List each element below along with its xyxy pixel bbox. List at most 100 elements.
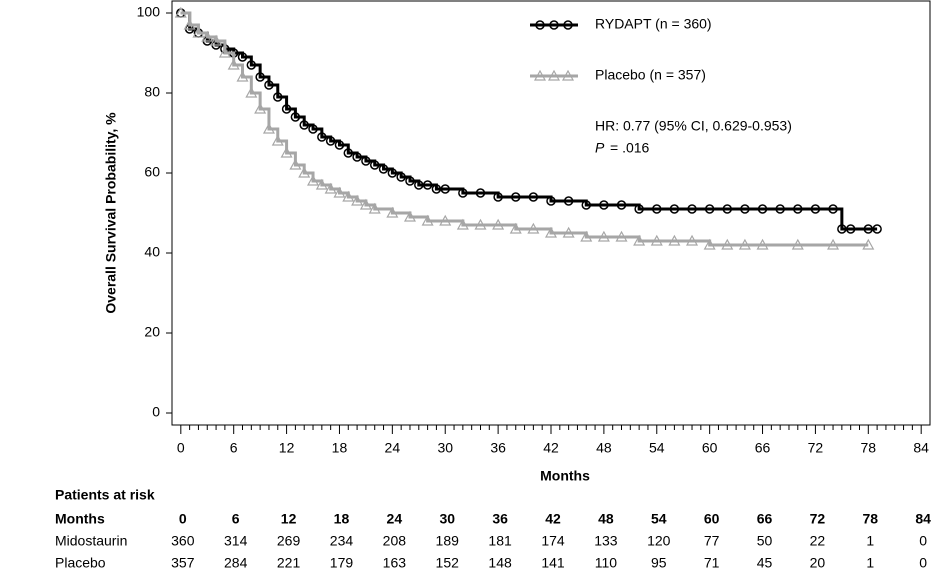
marker (192, 26, 205, 38)
marker (510, 192, 521, 202)
marker (299, 120, 309, 130)
marker (324, 182, 337, 194)
marker (237, 52, 248, 62)
table-month: 0 (179, 511, 187, 527)
marker (315, 178, 328, 190)
marker (439, 214, 452, 226)
table-cell: 152 (436, 555, 460, 571)
marker (633, 234, 646, 246)
marker (563, 20, 573, 30)
marker (289, 158, 302, 170)
table-month: 60 (704, 511, 720, 527)
table-cell: 1 (866, 533, 874, 549)
table-cell: 360 (171, 533, 195, 549)
marker (721, 238, 734, 250)
marker (738, 238, 751, 250)
marker (281, 104, 292, 114)
x-tick-label: 24 (385, 440, 401, 456)
table-cell: 110 (595, 555, 618, 571)
table-month: 6 (232, 511, 240, 527)
x-tick-label: 78 (861, 440, 877, 456)
marker (352, 152, 362, 162)
marker (378, 164, 389, 174)
marker (652, 204, 662, 214)
marker (533, 69, 547, 81)
table-cell: 71 (704, 555, 720, 571)
marker (827, 238, 840, 250)
table-month: 54 (651, 511, 667, 527)
table-cell: 234 (330, 533, 354, 549)
table-header: Months (55, 511, 105, 527)
marker (183, 18, 196, 30)
marker (210, 34, 223, 46)
marker (414, 180, 424, 190)
x-tick-label: 48 (596, 440, 612, 456)
marker (740, 204, 750, 214)
marker (271, 134, 284, 146)
table-cell: 284 (224, 555, 248, 571)
marker (475, 188, 486, 198)
marker (227, 58, 240, 70)
marker (317, 132, 327, 142)
marker (862, 238, 875, 250)
marker (421, 214, 434, 226)
y-tick-label: 80 (144, 84, 160, 100)
marker (405, 176, 415, 186)
marker (474, 218, 487, 230)
table-cell: 208 (383, 533, 407, 549)
x-tick-label: 66 (755, 440, 771, 456)
marker (201, 30, 214, 42)
marker (528, 192, 539, 202)
marker (828, 204, 838, 214)
marker (218, 46, 231, 58)
marker (343, 148, 354, 158)
marker (687, 204, 697, 214)
marker (245, 86, 258, 98)
legend-label: Placebo (n = 357) (595, 67, 706, 83)
x-tick-label: 12 (279, 440, 295, 456)
x-tick-label: 0 (177, 440, 185, 456)
marker (280, 146, 293, 158)
y-tick-label: 100 (137, 4, 161, 20)
marker (369, 160, 380, 170)
marker (810, 204, 821, 214)
x-tick-label: 72 (808, 440, 824, 456)
marker (704, 204, 715, 214)
annotation: P (595, 140, 605, 156)
table-cell: 221 (277, 555, 301, 571)
marker (359, 198, 372, 210)
x-tick-label: 30 (437, 440, 453, 456)
x-tick-label: 84 (913, 440, 929, 456)
marker (422, 180, 433, 190)
marker (580, 230, 593, 242)
marker (549, 20, 559, 30)
marker (298, 166, 311, 178)
table-month: 48 (598, 511, 614, 527)
x-tick-label: 54 (649, 440, 665, 456)
marker (264, 80, 274, 90)
marker (254, 102, 267, 114)
marker (458, 188, 468, 198)
legend-label: RYDAPT (n = 360) (595, 16, 712, 32)
marker (616, 200, 627, 210)
marker (325, 136, 336, 146)
table-row-label: Placebo (55, 555, 106, 571)
table-cell: 50 (757, 533, 773, 549)
marker (431, 184, 442, 194)
x-tick-label: 6 (230, 440, 238, 456)
marker (307, 174, 320, 186)
marker (273, 92, 283, 102)
table-month: 72 (810, 511, 826, 527)
table-cell: 20 (810, 555, 826, 571)
marker (581, 200, 592, 210)
annotation: = .016 (610, 140, 650, 156)
table-month: 12 (281, 511, 297, 527)
marker (368, 202, 381, 214)
marker (174, 6, 187, 18)
marker (615, 230, 628, 242)
table-cell: 181 (488, 533, 512, 549)
marker (334, 140, 345, 150)
marker (837, 224, 847, 234)
marker (544, 226, 558, 238)
marker (396, 172, 406, 182)
